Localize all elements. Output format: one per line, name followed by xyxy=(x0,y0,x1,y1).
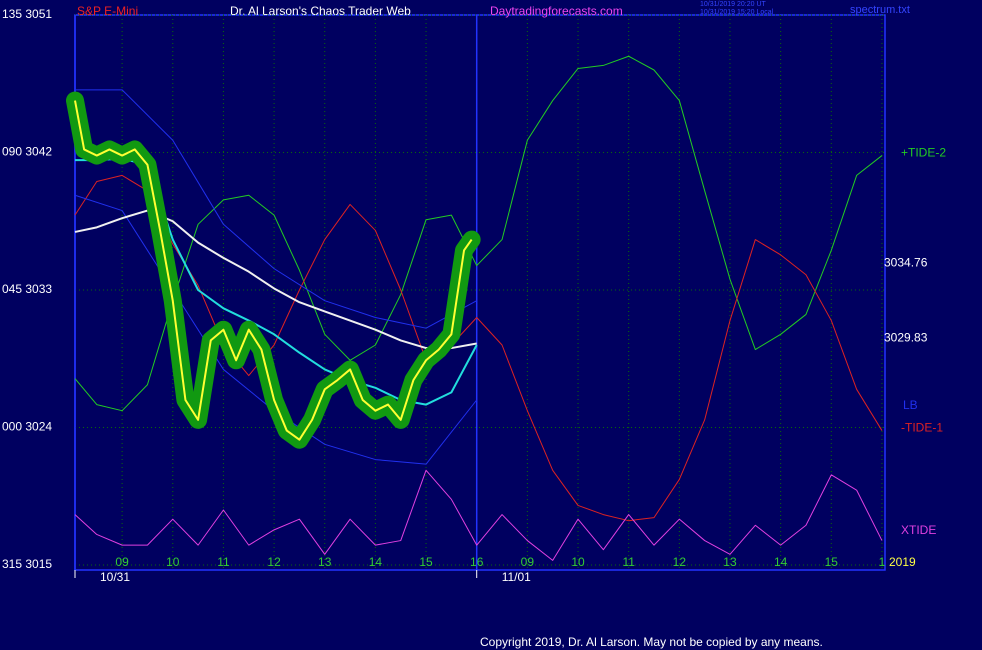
x-tick-label: 10 xyxy=(166,555,180,569)
x-tick-label: 11 xyxy=(217,555,230,569)
series-line xyxy=(74,55,883,412)
x-tick-label: 14 xyxy=(369,555,383,569)
x-tick-label: 12 xyxy=(673,555,687,569)
y-tick-label: 135 3051 xyxy=(2,7,52,21)
x-tick-label: 13 xyxy=(723,555,737,569)
year: 2019 xyxy=(889,555,916,569)
series-line xyxy=(74,174,883,522)
chart-title: Dr. Al Larson's Chaos Trader Web xyxy=(230,4,411,18)
x-tick-label: 09 xyxy=(115,555,129,569)
plot-frame xyxy=(74,14,886,571)
x-tick-label: 09 xyxy=(521,555,535,569)
instrument: S&P E-Mini xyxy=(77,4,138,18)
x-tick-label: 14 xyxy=(774,555,788,569)
x-tick-label: 11 xyxy=(622,555,635,569)
y-tick-label: 315 3015 xyxy=(2,557,52,571)
series-line xyxy=(74,100,473,441)
y-tick-label: 045 3033 xyxy=(2,282,52,296)
legend-label: XTIDE xyxy=(901,523,936,537)
date-label: 10/31 xyxy=(100,570,130,584)
x-tick-label: 15 xyxy=(419,555,433,569)
series-line xyxy=(75,89,477,329)
price-label: 3034.76 xyxy=(884,255,928,269)
file-name: spectrum.txt xyxy=(850,4,910,16)
y-tick-label: 090 3042 xyxy=(2,145,52,159)
price-label: 3029.83 xyxy=(884,331,928,345)
x-tick-label: 1 xyxy=(879,555,886,569)
x-tick-label: 12 xyxy=(267,555,281,569)
price-halo xyxy=(66,91,481,449)
copyright: Copyright 2019, Dr. Al Larson. May not b… xyxy=(480,635,823,649)
legend-label: -TIDE-1 xyxy=(901,421,943,435)
timestamp: 10/31/2019 20:20 UT xyxy=(700,1,766,8)
series-line xyxy=(74,469,883,561)
series-line xyxy=(74,209,477,350)
x-tick-label: 15 xyxy=(825,555,839,569)
date-label: 11/01 xyxy=(502,570,531,584)
x-tick-label: 13 xyxy=(318,555,332,569)
legend-label: +TIDE-2 xyxy=(901,146,946,160)
y-tick-label: 000 3024 xyxy=(2,420,52,434)
legend-label: LB xyxy=(903,398,918,412)
site: Daytradingforecasts.com xyxy=(490,4,623,18)
x-tick-label: 10 xyxy=(571,555,585,569)
timestamp: 10/31/2019 15:20 Local xyxy=(700,9,774,16)
